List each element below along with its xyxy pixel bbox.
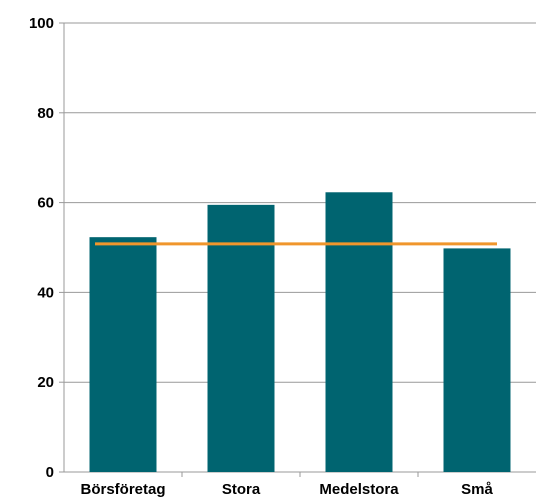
y-tick-label: 60: [37, 195, 54, 212]
y-tick-label: 40: [37, 284, 54, 301]
x-tick-label: Medelstora: [319, 481, 399, 498]
y-tick-labels: 0 20 40 60 80 100: [29, 15, 54, 481]
bar-små: [443, 248, 511, 472]
x-tick-label: Stora: [222, 481, 261, 498]
y-tick-label: 20: [37, 374, 54, 391]
bars: [89, 192, 511, 472]
x-tick-label: Små: [461, 481, 493, 498]
y-tick-label: 0: [46, 464, 54, 481]
bar-medelstora: [325, 192, 393, 472]
bar-börsföretag: [89, 237, 157, 472]
x-tick-label: Börsföretag: [80, 481, 165, 498]
y-tick-label: 100: [29, 15, 54, 32]
y-tick-label: 80: [37, 105, 54, 122]
bar-stora: [207, 204, 275, 472]
x-tick-labels: Börsföretag Stora Medelstora Små: [80, 481, 493, 498]
